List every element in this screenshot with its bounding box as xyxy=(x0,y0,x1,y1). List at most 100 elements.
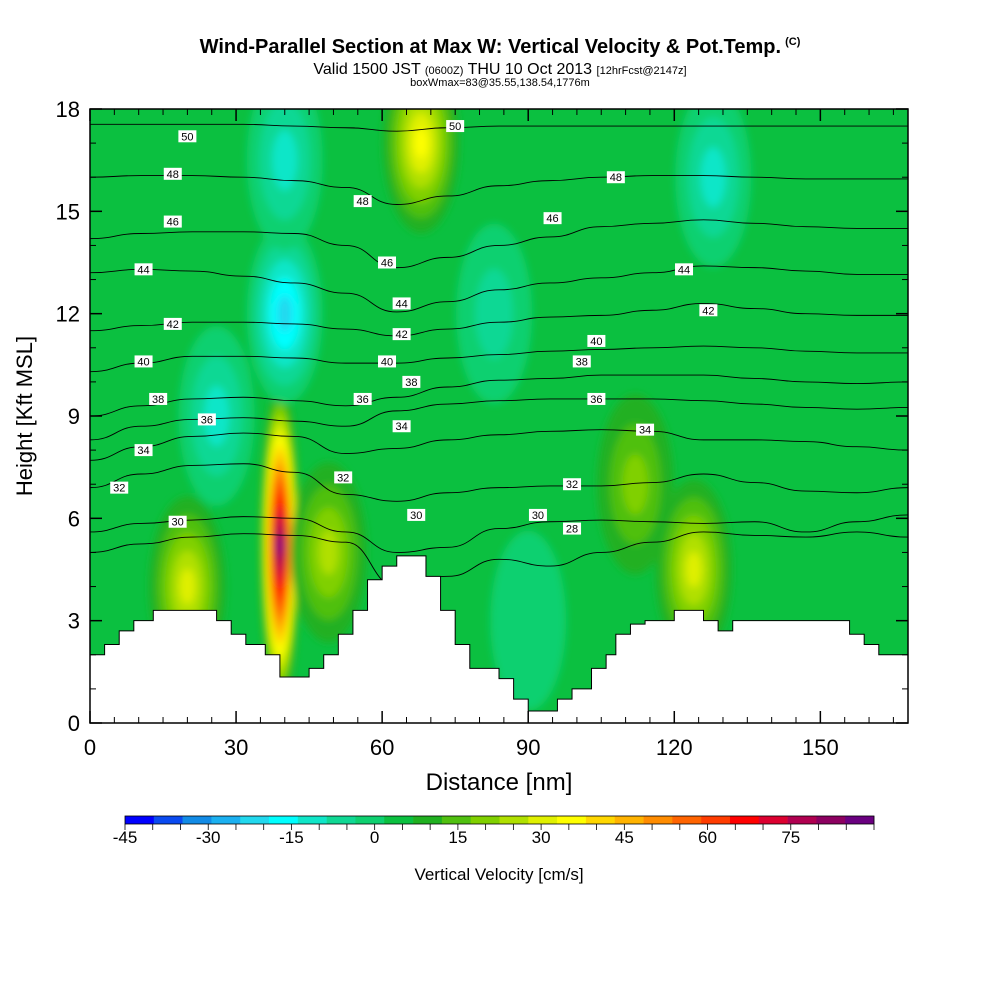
contour-label: 32 xyxy=(110,481,129,495)
contour-label-text: 46 xyxy=(546,213,558,225)
contour-label-box xyxy=(587,392,606,405)
velocity-cell xyxy=(490,530,567,711)
contour-label: 46 xyxy=(378,256,397,270)
contour-label: 36 xyxy=(587,392,606,406)
contour-label: 30 xyxy=(407,508,426,522)
velocity-cell xyxy=(272,130,298,191)
x-axis-label: Distance [nm] xyxy=(426,769,573,796)
colorbar-tick-label: 30 xyxy=(532,828,551,847)
contour-label-box xyxy=(675,263,694,276)
colorbar-swatch xyxy=(816,816,846,824)
contour-label-box xyxy=(163,167,182,180)
y-tick-label: 9 xyxy=(68,404,80,429)
isentrope-50 xyxy=(90,123,908,132)
contour-label-text: 42 xyxy=(167,319,179,331)
contour-label-box xyxy=(563,478,582,491)
colorbar-swatch xyxy=(845,816,875,824)
colorbar-swatch xyxy=(326,816,356,824)
contour-label-text: 30 xyxy=(172,517,184,529)
velocity-cell xyxy=(275,535,284,556)
contour-label-box xyxy=(563,522,582,535)
contour-label: 42 xyxy=(699,304,718,317)
contour-label-text: 42 xyxy=(395,329,407,341)
colorbar-swatch xyxy=(614,816,644,824)
contour-label-box xyxy=(134,444,153,457)
contour-label-text: 32 xyxy=(113,483,125,495)
contour-label: 40 xyxy=(378,355,397,368)
contour-label: 38 xyxy=(149,392,168,406)
colorbar-tick-label: -15 xyxy=(279,828,304,847)
contour-label-box xyxy=(197,413,216,426)
colorbar-tick-label: 15 xyxy=(448,828,467,847)
colorbar-swatch xyxy=(470,816,500,824)
contour-label-box xyxy=(110,481,129,494)
terrain-profile xyxy=(89,555,909,724)
isentrope-42 xyxy=(90,302,908,337)
box-max-info: boxWmax=83@35.55,138.54,1776m xyxy=(410,77,590,89)
chart-title: Wind-Parallel Section at Max W: Vertical… xyxy=(199,36,801,58)
x-tick-label: 0 xyxy=(84,735,96,760)
x-tick-label: 30 xyxy=(224,735,248,760)
contour-label: 30 xyxy=(168,515,187,529)
contour-label: 32 xyxy=(334,471,353,484)
colorbar-swatch xyxy=(384,816,414,824)
velocity-cell xyxy=(203,386,230,446)
contour-label-text: 48 xyxy=(167,169,179,181)
contour-label-text: 32 xyxy=(566,479,578,491)
contour-label-box xyxy=(587,334,606,347)
colorbar-swatch xyxy=(240,816,270,824)
contour-label: 36 xyxy=(197,413,216,426)
contour-label-text: 32 xyxy=(337,472,349,484)
colorbar: -45 -30 -15 0 15 30 45 60 75 xyxy=(113,815,875,847)
velocity-cell xyxy=(179,568,195,605)
x-tick-label: 120 xyxy=(656,735,693,760)
colorbar-tick-label: -45 xyxy=(113,828,138,847)
contour-label: 32 xyxy=(563,478,582,491)
colorbar-swatch xyxy=(153,816,183,824)
contour-label: 36 xyxy=(353,392,372,406)
velocity-cell xyxy=(686,551,702,588)
contour-label: 42 xyxy=(392,328,411,341)
copyright-mark: (C) xyxy=(785,36,801,48)
colorbar-swatch xyxy=(643,816,673,824)
isentrope-38 xyxy=(90,374,908,417)
contour-label-box xyxy=(572,355,591,368)
contour-label: 46 xyxy=(543,212,562,225)
contour-label-box xyxy=(134,355,153,368)
colorbar-swatch xyxy=(182,816,212,824)
x-tick-label: 90 xyxy=(516,735,540,760)
chart-subtitle: Valid 1500 JST (0600Z) THU 10 Oct 2013 [… xyxy=(313,61,687,78)
contour-label: 28 xyxy=(563,522,582,536)
colorbar-tick-label: 60 xyxy=(698,828,717,847)
colorbar-swatch xyxy=(413,816,443,824)
contour-label-box xyxy=(606,171,625,184)
contour-label: 42 xyxy=(163,317,182,331)
colorbar-swatch xyxy=(125,816,155,824)
colorbar-swatch xyxy=(758,816,788,824)
contour-label: 30 xyxy=(528,508,547,522)
velocity-cell xyxy=(475,268,514,359)
contour-label: 38 xyxy=(572,355,591,368)
colorbar-frame xyxy=(124,815,875,825)
contour-label-box xyxy=(353,195,372,208)
contour-label-box xyxy=(163,215,182,228)
contour-label-text: 30 xyxy=(410,510,422,522)
contour-label-text: 30 xyxy=(532,510,544,522)
velocity-cell xyxy=(319,529,339,575)
contour-label-box xyxy=(446,120,465,133)
x-tick-label: 150 xyxy=(802,735,839,760)
isentrope-40 xyxy=(90,345,908,373)
contour-label-box xyxy=(134,263,153,276)
contour-label-box xyxy=(543,212,562,225)
colorbar-swatch xyxy=(269,816,299,824)
colorbar-tick-label: -30 xyxy=(196,828,221,847)
contour-label-box xyxy=(378,355,397,368)
contour-label-box xyxy=(353,392,372,405)
colorbar-swatch xyxy=(729,816,760,824)
contour-label-text: 34 xyxy=(395,421,407,433)
velocity-cell xyxy=(622,454,648,515)
contour-label-text: 36 xyxy=(201,414,213,426)
velocity-cell xyxy=(277,295,293,332)
